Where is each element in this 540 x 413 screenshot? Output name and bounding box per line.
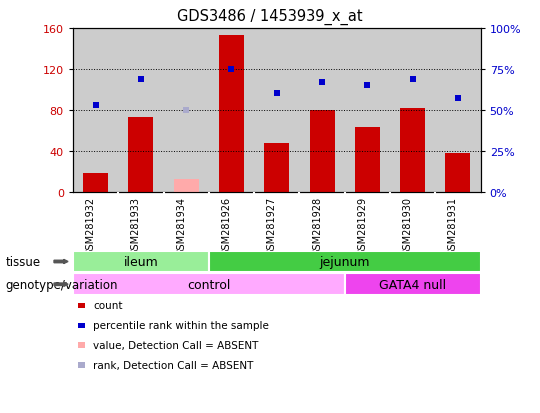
Text: GDS3486 / 1453939_x_at: GDS3486 / 1453939_x_at (177, 9, 363, 25)
Text: control: control (187, 278, 231, 291)
Text: genotype/variation: genotype/variation (5, 278, 118, 291)
Text: jejunum: jejunum (320, 255, 370, 268)
Bar (345, 29, 390, 192)
Bar (118, 29, 164, 192)
Text: GSM281927: GSM281927 (267, 197, 277, 256)
Bar (345, 274, 481, 295)
Bar (299, 29, 345, 192)
Bar (129, 118, 153, 192)
Bar (254, 29, 299, 192)
Text: GSM281931: GSM281931 (448, 197, 458, 256)
Bar (209, 251, 481, 273)
Text: GSM281932: GSM281932 (85, 197, 96, 256)
Text: GSM281930: GSM281930 (403, 197, 413, 256)
Bar (435, 29, 481, 192)
Bar (309, 110, 334, 192)
Bar (164, 29, 209, 192)
Text: GSM281929: GSM281929 (357, 197, 367, 256)
Bar (219, 36, 244, 192)
Text: count: count (93, 301, 123, 311)
Bar (209, 29, 254, 192)
Bar (355, 128, 380, 192)
Bar (73, 251, 209, 273)
Bar (73, 29, 118, 192)
Text: ileum: ileum (124, 255, 158, 268)
Text: value, Detection Call = ABSENT: value, Detection Call = ABSENT (93, 340, 259, 350)
Text: GATA4 null: GATA4 null (379, 278, 446, 291)
Bar (83, 174, 108, 192)
Text: GSM281933: GSM281933 (131, 197, 141, 256)
Bar (400, 109, 425, 192)
Text: GSM281934: GSM281934 (176, 197, 186, 256)
Text: percentile rank within the sample: percentile rank within the sample (93, 320, 269, 330)
Bar (446, 153, 470, 192)
Text: tissue: tissue (5, 255, 40, 268)
Bar (264, 144, 289, 192)
Bar (174, 180, 199, 192)
Text: rank, Detection Call = ABSENT: rank, Detection Call = ABSENT (93, 360, 254, 370)
Text: GSM281928: GSM281928 (312, 197, 322, 256)
Bar (390, 29, 435, 192)
Bar (73, 274, 345, 295)
Text: GSM281926: GSM281926 (221, 197, 232, 256)
